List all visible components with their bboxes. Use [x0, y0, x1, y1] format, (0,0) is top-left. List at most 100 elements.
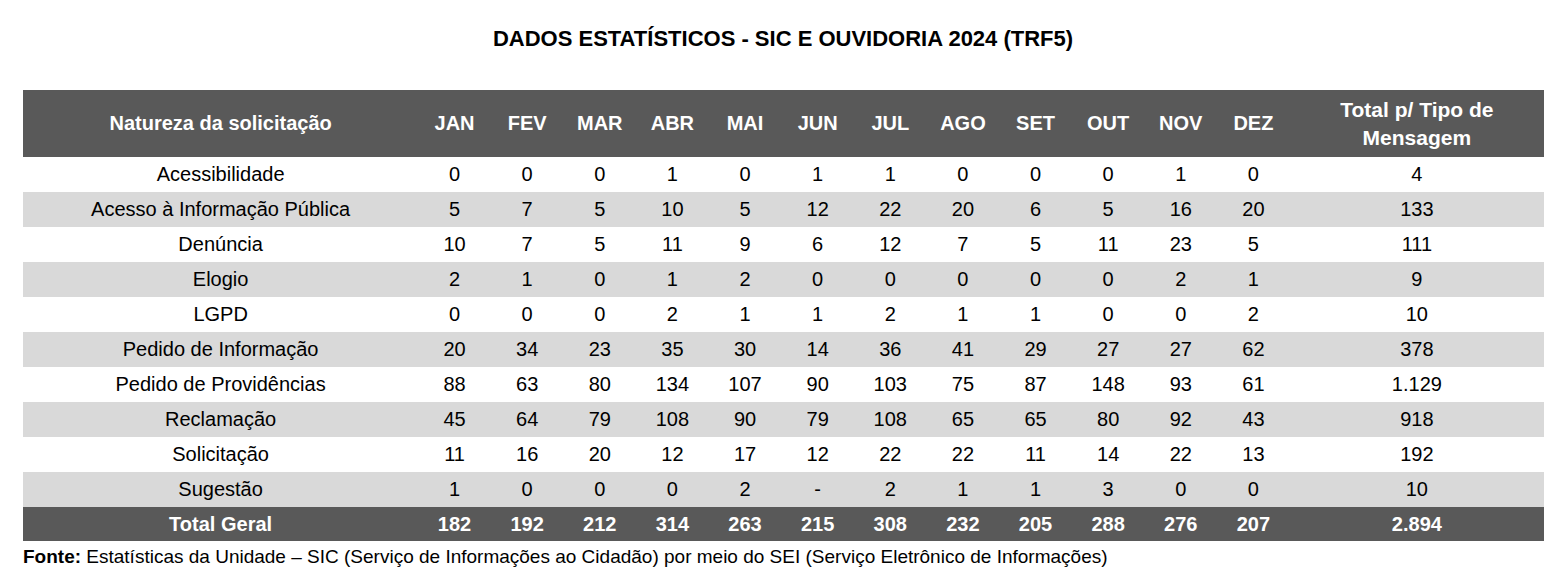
table-header: Natureza da solicitação JANFEVMARABRMAIJ…	[23, 90, 1544, 157]
row-total: 4	[1290, 157, 1544, 192]
row-label: Sugestão	[23, 472, 418, 507]
row-total: 192	[1290, 437, 1544, 472]
cell-value: 5	[709, 192, 782, 227]
cell-value: 1	[709, 297, 782, 332]
cell-value: 65	[927, 402, 1000, 437]
column-header-month: ABR	[636, 90, 709, 157]
cell-value: 12	[781, 192, 854, 227]
cell-value: 12	[636, 437, 709, 472]
total-row-label: Total Geral	[23, 507, 418, 541]
cell-value: 2	[709, 472, 782, 507]
cell-value: 1	[418, 472, 491, 507]
cell-value: 6	[999, 192, 1072, 227]
cell-value: 5	[418, 192, 491, 227]
cell-value: 14	[781, 332, 854, 367]
cell-value: 5	[563, 192, 636, 227]
cell-value: 0	[781, 262, 854, 297]
cell-value: 0	[1217, 472, 1290, 507]
cell-value: 0	[563, 262, 636, 297]
total-cell-value: 215	[781, 507, 854, 541]
cell-value: 10	[418, 227, 491, 262]
row-total: 133	[1290, 192, 1544, 227]
cell-value: 1	[927, 472, 1000, 507]
total-cell-value: 276	[1144, 507, 1217, 541]
cell-value: 0	[418, 297, 491, 332]
table-row: Pedido de Providências886380134107901037…	[23, 367, 1544, 402]
cell-value: 10	[636, 192, 709, 227]
cell-value: 20	[563, 437, 636, 472]
table-footer: Total Geral 1821922123142632153082322052…	[23, 507, 1544, 541]
cell-value: 93	[1144, 367, 1217, 402]
cell-value: 2	[418, 262, 491, 297]
column-header-month: JUL	[854, 90, 927, 157]
total-cell-value: 207	[1217, 507, 1290, 541]
cell-value: 12	[781, 437, 854, 472]
cell-value: 45	[418, 402, 491, 437]
cell-value: 35	[636, 332, 709, 367]
cell-value: 5	[999, 227, 1072, 262]
cell-value: 2	[1144, 262, 1217, 297]
cell-value: 0	[854, 262, 927, 297]
cell-value: 90	[781, 367, 854, 402]
cell-value: 92	[1144, 402, 1217, 437]
cell-value: 0	[491, 157, 564, 192]
cell-value: 0	[491, 472, 564, 507]
cell-value: 75	[927, 367, 1000, 402]
cell-value: 0	[1144, 472, 1217, 507]
row-label: Elogio	[23, 262, 418, 297]
cell-value: 17	[709, 437, 782, 472]
cell-value: 87	[999, 367, 1072, 402]
cell-value: 80	[1072, 402, 1145, 437]
cell-value: 0	[709, 157, 782, 192]
cell-value: 27	[1144, 332, 1217, 367]
row-total: 1.129	[1290, 367, 1544, 402]
table-row: Acesso à Informação Pública5751051222206…	[23, 192, 1544, 227]
cell-value: 7	[491, 227, 564, 262]
cell-value: 1	[636, 262, 709, 297]
cell-value: -	[781, 472, 854, 507]
cell-value: 14	[1072, 437, 1145, 472]
cell-value: 1	[491, 262, 564, 297]
column-header-month: OUT	[1072, 90, 1145, 157]
cell-value: 29	[999, 332, 1072, 367]
table-row: Denúncia10751196127511235111	[23, 227, 1544, 262]
column-header-month: FEV	[491, 90, 564, 157]
cell-value: 23	[1144, 227, 1217, 262]
cell-value: 5	[1217, 227, 1290, 262]
column-header-month: JAN	[418, 90, 491, 157]
row-total: 9	[1290, 262, 1544, 297]
cell-value: 108	[854, 402, 927, 437]
row-label: LGPD	[23, 297, 418, 332]
cell-value: 0	[1072, 297, 1145, 332]
cell-value: 134	[636, 367, 709, 402]
cell-value: 22	[854, 192, 927, 227]
column-header-month: SET	[999, 90, 1072, 157]
row-label: Pedido de Providências	[23, 367, 418, 402]
cell-value: 148	[1072, 367, 1145, 402]
cell-value: 41	[927, 332, 1000, 367]
cell-value: 107	[709, 367, 782, 402]
cell-value: 2	[709, 262, 782, 297]
row-label: Reclamação	[23, 402, 418, 437]
table-row: Sugestão10002-21130010	[23, 472, 1544, 507]
cell-value: 88	[418, 367, 491, 402]
cell-value: 2	[854, 297, 927, 332]
cell-value: 12	[854, 227, 927, 262]
page-title: DADOS ESTATÍSTICOS - SIC E OUVIDORIA 202…	[0, 0, 1566, 52]
cell-value: 0	[1072, 262, 1145, 297]
total-cell-value: 212	[563, 507, 636, 541]
row-label: Denúncia	[23, 227, 418, 262]
cell-value: 0	[1144, 297, 1217, 332]
cell-value: 23	[563, 332, 636, 367]
cell-value: 1	[999, 472, 1072, 507]
cell-value: 79	[781, 402, 854, 437]
table-row: LGPD00021121100210	[23, 297, 1544, 332]
cell-value: 1	[1217, 262, 1290, 297]
cell-value: 0	[1217, 157, 1290, 192]
cell-value: 20	[1217, 192, 1290, 227]
cell-value: 16	[1144, 192, 1217, 227]
cell-value: 11	[999, 437, 1072, 472]
cell-value: 43	[1217, 402, 1290, 437]
cell-value: 30	[709, 332, 782, 367]
row-label: Acesso à Informação Pública	[23, 192, 418, 227]
